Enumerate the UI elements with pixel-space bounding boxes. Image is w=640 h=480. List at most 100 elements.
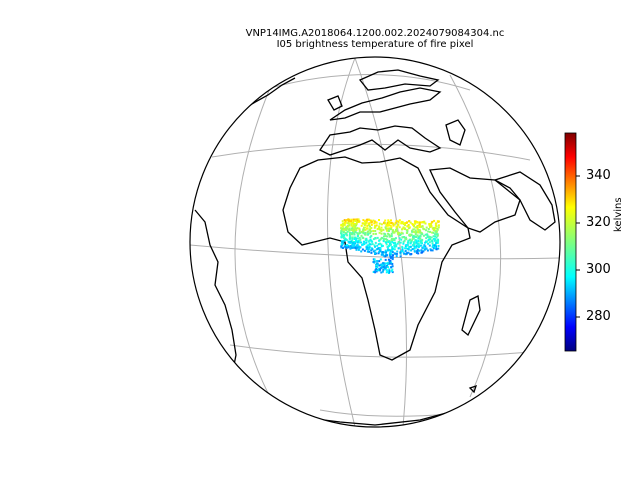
fire-pixel <box>386 224 389 227</box>
fire-pixel <box>382 228 385 231</box>
fire-pixel <box>340 246 343 249</box>
fire-pixel <box>374 230 377 232</box>
fire-pixel <box>384 222 387 225</box>
fire-pixel <box>418 237 421 240</box>
fire-pixel <box>429 230 431 233</box>
fire-pixel <box>434 222 437 225</box>
fire-pixel <box>383 267 386 269</box>
fire-pixel <box>378 231 381 234</box>
fire-pixel <box>382 254 385 257</box>
fire-pixel <box>412 228 415 231</box>
fire-pixel <box>370 247 373 250</box>
fire-pixel <box>383 221 386 224</box>
fire-pixel <box>390 253 393 256</box>
fire-pixel <box>392 229 395 232</box>
fire-pixel <box>387 266 390 269</box>
fire-pixel <box>370 249 373 252</box>
fire-pixel <box>373 270 376 273</box>
fire-pixel <box>340 224 343 227</box>
fire-pixel <box>340 228 343 231</box>
fire-pixel <box>400 250 403 252</box>
fire-pixel <box>415 239 418 242</box>
fire-pixel <box>369 219 372 222</box>
fire-pixel <box>435 248 438 251</box>
fire-pixel <box>355 247 358 250</box>
fire-pixel <box>437 247 440 250</box>
fire-pixel <box>434 235 436 238</box>
fire-pixel <box>340 245 343 248</box>
fire-pixel <box>434 233 437 236</box>
fire-pixel <box>410 234 413 237</box>
fire-pixel <box>386 270 389 273</box>
fire-pixel <box>412 236 415 238</box>
fire-pixel <box>412 230 415 233</box>
fire-pixel <box>437 226 440 229</box>
fire-pixel <box>344 221 346 224</box>
fire-pixel <box>378 239 381 242</box>
fire-pixel <box>385 254 388 257</box>
fire-pixel <box>388 253 391 256</box>
fire-pixel <box>349 233 352 236</box>
fire-pixel <box>360 234 363 237</box>
fire-pixel <box>389 250 392 253</box>
fire-pixel <box>395 255 398 258</box>
fire-pixel <box>372 230 375 232</box>
fire-pixel <box>356 241 359 244</box>
fire-pixel <box>394 252 397 255</box>
fire-pixel <box>387 230 390 232</box>
fire-pixel <box>407 224 410 226</box>
fire-pixel <box>385 262 387 265</box>
fire-pixel <box>391 222 394 225</box>
fire-pixel <box>421 233 424 236</box>
fire-pixel <box>348 223 351 226</box>
fire-pixel <box>396 250 399 253</box>
fire-pixel <box>391 230 394 233</box>
fire-pixel <box>393 237 396 240</box>
fire-pixel <box>362 219 365 222</box>
graticule <box>190 57 560 427</box>
fire-pixel <box>362 237 365 239</box>
fire-pixel <box>344 245 347 248</box>
fire-pixel <box>366 224 369 227</box>
fire-pixel <box>421 242 423 245</box>
fire-pixel <box>429 248 432 251</box>
fire-pixel <box>346 222 349 225</box>
fire-pixel <box>414 233 417 235</box>
fire-pixel <box>350 240 352 243</box>
fire-pixel <box>350 224 353 227</box>
fire-pixel <box>408 239 411 242</box>
fire-pixel <box>386 229 389 232</box>
fire-pixel <box>343 239 346 242</box>
fire-pixel <box>405 244 408 247</box>
colorbar-label: kelvins <box>613 197 624 232</box>
fire-pixel <box>429 238 431 241</box>
fire-pixel <box>357 246 360 249</box>
globe-contents <box>190 57 560 427</box>
fire-pixel <box>380 243 383 246</box>
fire-pixel <box>340 227 343 230</box>
fire-pixel <box>396 227 398 230</box>
fire-pixel <box>349 242 352 245</box>
fire-pixel <box>383 232 386 235</box>
fire-pixel <box>347 218 350 221</box>
fire-pixel <box>433 237 435 240</box>
fire-pixel <box>391 258 394 261</box>
fire-pixel <box>396 242 399 245</box>
fire-pixel <box>428 223 431 225</box>
fire-pixel <box>425 229 427 232</box>
fire-pixel <box>375 268 378 270</box>
fire-pixel <box>378 219 380 221</box>
fire-pixel <box>354 231 357 233</box>
fire-pixel <box>411 244 414 247</box>
fire-pixel <box>379 258 382 261</box>
fire-pixel <box>375 270 378 273</box>
fire-pixel <box>384 266 387 269</box>
fire-pixel <box>373 226 376 229</box>
fire-pixel <box>406 232 409 234</box>
fire-pixel <box>384 234 387 237</box>
fire-pixel <box>391 246 394 249</box>
fire-pixel <box>376 269 379 271</box>
fire-pixel <box>401 245 404 248</box>
fire-pixel <box>381 251 384 254</box>
fire-pixel <box>417 249 420 252</box>
